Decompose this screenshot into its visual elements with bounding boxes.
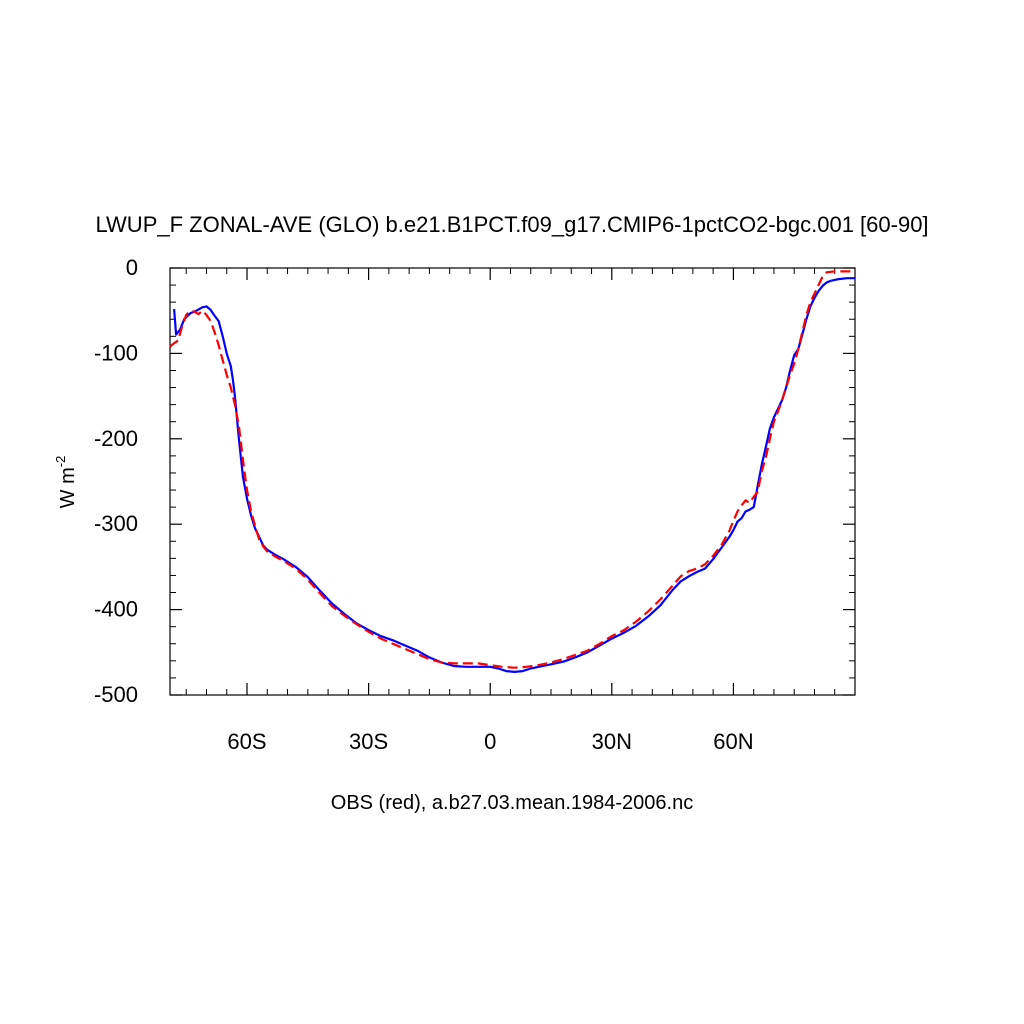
y-tick-label: -200 (94, 426, 138, 451)
minor-ticks (170, 268, 855, 695)
x-tick-label: 60N (713, 729, 753, 754)
y-tick-label: -400 (94, 597, 138, 622)
x-tick-labels: 60S 30S 0 30N 60N (227, 729, 753, 754)
y-tick-label: -500 (94, 682, 138, 707)
x-tick-label: 0 (484, 729, 496, 754)
x-tick-label: 30S (349, 729, 388, 754)
series-line-model (173, 277, 855, 673)
x-tick-label: 30N (592, 729, 632, 754)
chart-title: LWUP_F ZONAL-AVE (GLO) b.e21.B1PCT.f09_g… (95, 212, 928, 237)
series-line-obs (169, 270, 855, 669)
x-axis-label: OBS (red), a.b27.03.mean.1984-2006.nc (331, 792, 693, 814)
y-axis-label-base: W m (57, 467, 79, 508)
plot-frame (169, 267, 856, 696)
y-tick-labels: 0 -100 -200 -300 -400 -500 (94, 255, 138, 707)
y-tick-label: 0 (126, 255, 138, 280)
major-ticks (170, 267, 855, 696)
plot-area (169, 267, 856, 696)
x-tick-label: 60S (227, 729, 266, 754)
y-axis-label-exponent: -2 (53, 456, 68, 468)
y-tick-label: -100 (94, 340, 138, 365)
series-layer (169, 270, 855, 673)
y-axis-label: W m-2 (53, 456, 79, 509)
y-tick-label: -300 (94, 511, 138, 536)
